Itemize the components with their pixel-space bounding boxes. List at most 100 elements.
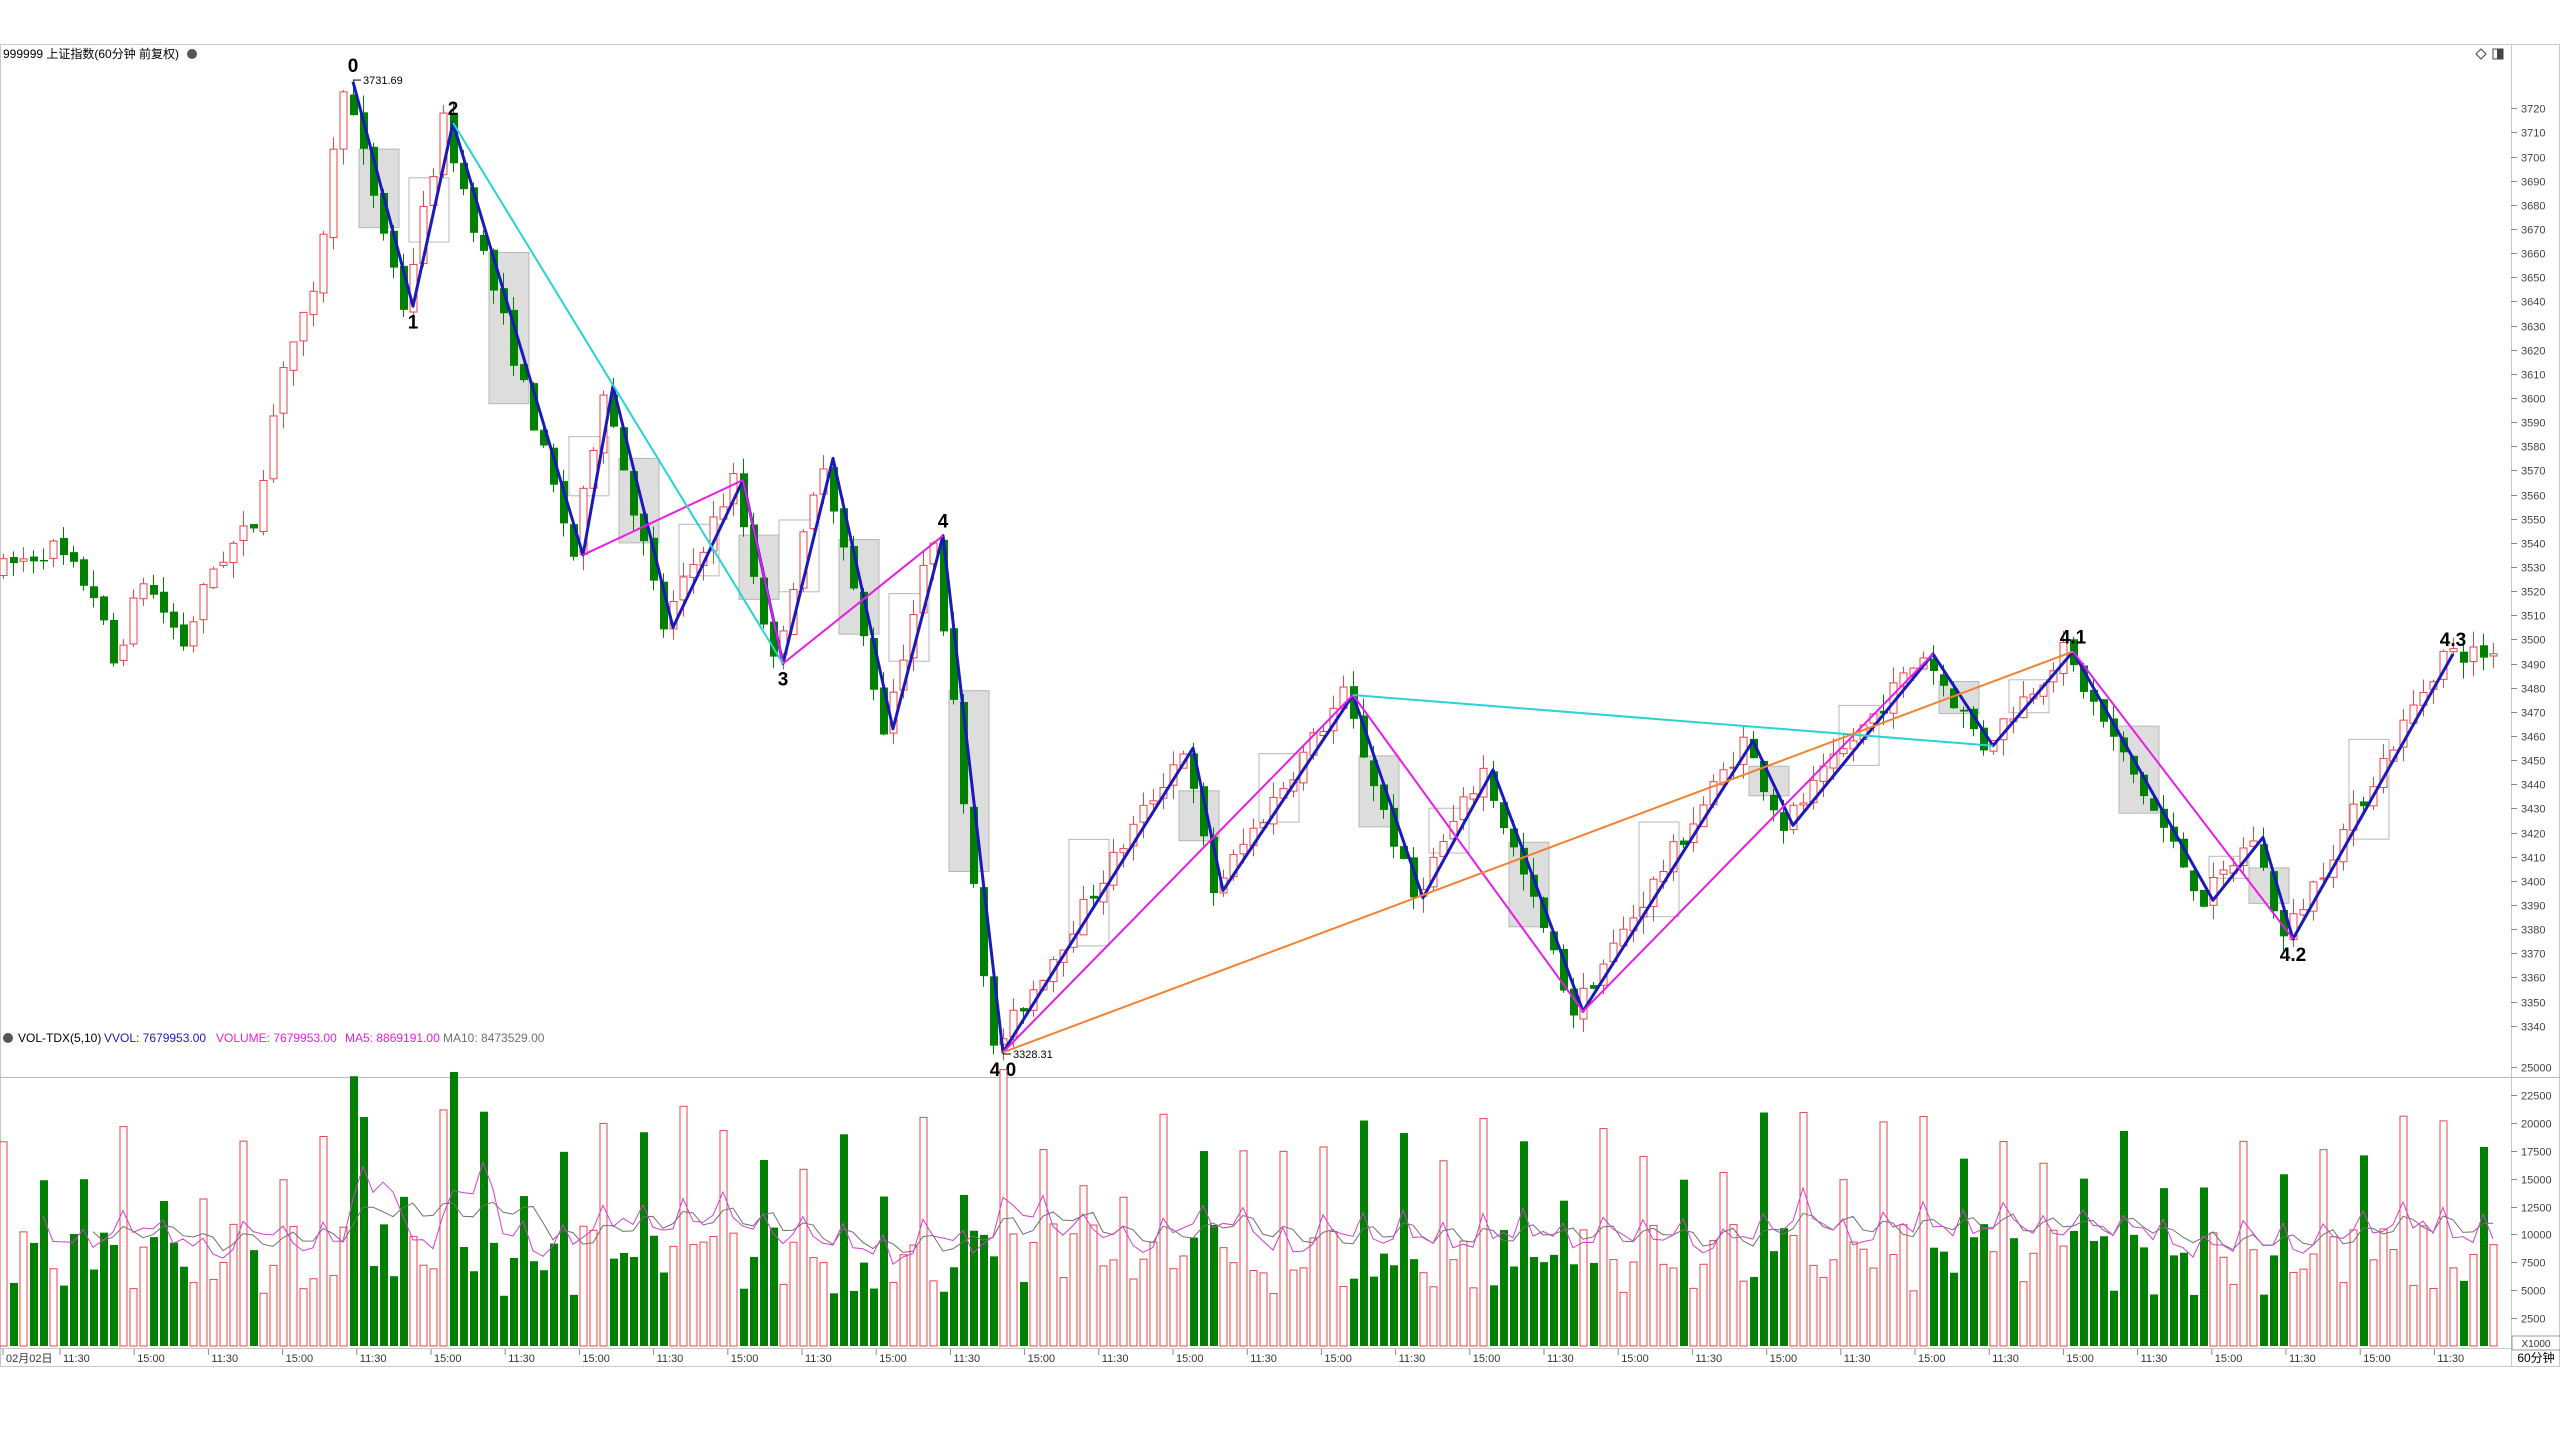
volume-bar bbox=[219, 1261, 228, 1347]
volume-bar bbox=[830, 1293, 838, 1346]
volume-bar bbox=[709, 1236, 718, 1347]
volume-bar bbox=[2429, 1288, 2438, 1347]
price-tick-label: 3390 bbox=[2521, 901, 2545, 913]
volume-bar bbox=[60, 1285, 68, 1346]
wave-label: 1 bbox=[408, 312, 419, 333]
volume-bar bbox=[259, 1292, 268, 1347]
candle-body bbox=[1680, 840, 1688, 845]
time-tick-label: 15:00 bbox=[1473, 1353, 1501, 1365]
candle-body bbox=[180, 624, 188, 647]
price-tick-label: 3690 bbox=[2521, 177, 2545, 189]
volume-bar bbox=[180, 1266, 188, 1346]
volume-bars bbox=[0, 1069, 2498, 1347]
candle-body bbox=[80, 559, 88, 586]
volume-bar bbox=[1510, 1266, 1518, 1346]
price-tick-label: 3410 bbox=[2521, 853, 2545, 865]
volume-bar bbox=[1919, 1116, 1928, 1347]
candle-body bbox=[1439, 841, 1448, 857]
volume-bar bbox=[380, 1224, 388, 1346]
volume-ma-lines bbox=[42, 1160, 2494, 1266]
volume-bar bbox=[1059, 1277, 1068, 1347]
volume-bar bbox=[1129, 1278, 1138, 1347]
title-menu-icon[interactable] bbox=[187, 49, 197, 59]
volume-bar bbox=[2120, 1130, 2128, 1346]
candle-body bbox=[2200, 889, 2208, 907]
zone-box bbox=[778, 519, 820, 593]
time-tick-label: 11:30 bbox=[1992, 1353, 2019, 1365]
volume-bar bbox=[360, 1117, 368, 1346]
candle-body bbox=[660, 581, 668, 630]
volume-bar bbox=[470, 1271, 478, 1346]
price-tick-label: 3460 bbox=[2521, 732, 2545, 744]
time-tick-label: 11:30 bbox=[1547, 1353, 1574, 1365]
candle-body bbox=[1960, 709, 1968, 712]
time-tick-label: 15:00 bbox=[2363, 1353, 2391, 1365]
volume-bar bbox=[2019, 1281, 2028, 1347]
time-tick-label: 15:00 bbox=[1324, 1353, 1352, 1365]
wave-label: 4.1 bbox=[2060, 628, 2087, 649]
volume-bar bbox=[2339, 1282, 2348, 1347]
volume-bar bbox=[510, 1257, 518, 1346]
zoom-box[interactable] bbox=[2511, 1335, 2560, 1351]
volume-bar bbox=[1799, 1111, 1808, 1347]
wave-label: 4 bbox=[938, 512, 949, 533]
price-tick-label: 3430 bbox=[2521, 804, 2545, 816]
volume-bar bbox=[579, 1225, 588, 1347]
candle-body bbox=[1370, 760, 1378, 787]
volume-bar bbox=[1639, 1155, 1648, 1347]
price-tick-label: 3490 bbox=[2521, 660, 2545, 672]
price-tick-label: 3500 bbox=[2521, 635, 2545, 647]
price-tick-label: 3440 bbox=[2521, 780, 2545, 792]
diamond-icon[interactable] bbox=[2475, 48, 2487, 60]
candle-body bbox=[1190, 753, 1198, 789]
volume-bar bbox=[689, 1244, 698, 1347]
candle-body bbox=[940, 539, 948, 632]
volume-bar bbox=[19, 1231, 28, 1347]
time-axis: 02月02日 11:30 15:00 11:30 15:00 11:30 15:00 11:3… bbox=[2, 1349, 2464, 1365]
price-tick-label: 3420 bbox=[2521, 829, 2545, 841]
volume-bar bbox=[1249, 1270, 1258, 1347]
volume-menu-icon[interactable] bbox=[3, 1033, 13, 1043]
volume-legend-name: VOL-TDX(5,10) bbox=[18, 1031, 101, 1045]
candle-body bbox=[990, 976, 998, 1046]
volume-bar bbox=[2329, 1236, 2338, 1347]
volume-bar bbox=[1999, 1141, 2008, 1347]
time-tick-label: 11:30 bbox=[1695, 1353, 1722, 1365]
volume-bar bbox=[419, 1264, 428, 1347]
candle-body bbox=[2130, 755, 2138, 775]
volume-bar bbox=[2010, 1238, 2018, 1346]
volume-bar bbox=[370, 1266, 378, 1346]
wave-label: 2 bbox=[448, 99, 459, 120]
volume-bar bbox=[2360, 1155, 2368, 1346]
candle-body bbox=[90, 586, 98, 599]
volume-bar bbox=[1439, 1160, 1448, 1347]
candle-body bbox=[49, 540, 58, 559]
zoom-label: X1000 bbox=[2522, 1339, 2551, 1350]
volume-bar bbox=[940, 1291, 948, 1346]
volume-bar bbox=[2160, 1188, 2168, 1346]
volume-bar bbox=[809, 1257, 818, 1347]
volume-bar bbox=[309, 1278, 318, 1347]
volume-bar bbox=[2090, 1240, 2098, 1346]
candle-body bbox=[2360, 801, 2368, 807]
volume-bar bbox=[2270, 1255, 2278, 1346]
candle-body bbox=[100, 596, 108, 621]
volume-bar bbox=[1139, 1258, 1148, 1347]
volume-tick-label: 15000 bbox=[2521, 1175, 2552, 1187]
period-button[interactable]: 60分钟 bbox=[2517, 1350, 2554, 1365]
candle-body bbox=[2260, 844, 2268, 868]
candle-body bbox=[620, 427, 628, 471]
wave-label: 0 bbox=[348, 56, 359, 77]
volume-bar bbox=[530, 1261, 538, 1346]
volume-bar bbox=[1570, 1264, 1578, 1346]
candle-body bbox=[1360, 715, 1368, 758]
candle-body bbox=[309, 290, 318, 316]
volume-bar bbox=[1020, 1282, 1028, 1346]
volume-ma10-line bbox=[92, 1201, 2494, 1253]
volume-bar bbox=[2319, 1149, 2328, 1347]
candle-body bbox=[229, 542, 238, 564]
candle-body bbox=[1449, 820, 1458, 840]
candle-body bbox=[1950, 688, 1958, 709]
